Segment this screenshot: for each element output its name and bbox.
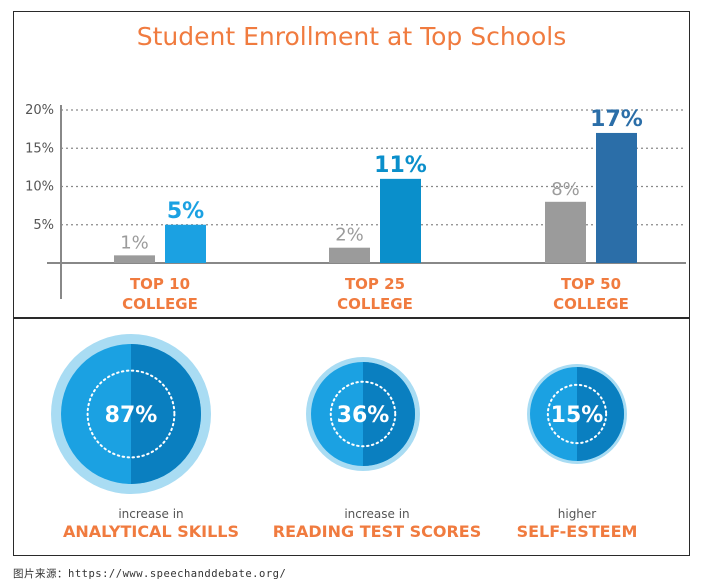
stats-panel: 87% 36% 15% increase in ANALYTICAL SKILLS …	[13, 318, 690, 556]
bar-chart: 5% 10% 15% 20% 1% 5% TOP 10 COLLEGE 2% 11% TOP 25 C…	[25, 103, 686, 313]
bar-blue	[380, 178, 421, 263]
bar-gray	[329, 247, 370, 263]
category-label: TOP 50	[561, 275, 621, 293]
source-note: 图片来源：https://www.speechanddebate.org/	[13, 568, 287, 580]
y-tick-label: 15%	[25, 141, 54, 156]
stat-1-caption: increase in	[118, 507, 184, 521]
category-label: TOP 10	[130, 275, 190, 293]
stat-3-title: SELF-ESTEEM	[516, 522, 638, 541]
bar-blue	[165, 224, 206, 263]
bar-gray-label: 2%	[335, 225, 364, 246]
category-label: TOP 25	[345, 275, 405, 293]
bar-gray	[545, 201, 586, 263]
bar-blue	[596, 132, 637, 263]
bar-blue-label: 5%	[167, 199, 204, 224]
chart-title: Student Enrollment at Top Schools	[136, 22, 567, 51]
y-tick-label: 5%	[33, 218, 54, 233]
bar-blue-label: 11%	[374, 153, 427, 178]
stat-circle-shade	[131, 344, 201, 484]
stat-value: 87%	[105, 403, 158, 428]
stat-dotted-ring	[329, 380, 397, 448]
y-tick-label: 10%	[25, 180, 54, 195]
stat-value: 36%	[337, 403, 390, 428]
stat-dotted-ring	[86, 369, 176, 459]
stat-3-caption: higher	[557, 507, 597, 521]
stats-circles: 87% 36% 15%	[51, 334, 627, 494]
stat-circle-shade	[577, 367, 624, 461]
y-tick-label: 20%	[25, 103, 54, 118]
category-label: COLLEGE	[553, 295, 629, 313]
chart-panel: Student Enrollment at Top Schools 5% 10% 1…	[13, 11, 690, 318]
stat-2-title: READING TEST SCORES	[272, 522, 482, 541]
bar-blue-label: 17%	[590, 107, 643, 132]
stat-2-caption: increase in	[344, 507, 410, 521]
bar-gray-label: 1%	[120, 232, 149, 253]
bar-gray	[114, 255, 155, 263]
category-label: COLLEGE	[337, 295, 413, 313]
stat-1-title: ANALYTICAL SKILLS	[63, 522, 239, 541]
stat-dotted-ring	[546, 383, 608, 445]
stat-value: 15%	[551, 403, 604, 428]
category-label: COLLEGE	[122, 295, 198, 313]
bar-gray-label: 8%	[551, 179, 580, 200]
stat-circle-shade	[363, 362, 415, 466]
